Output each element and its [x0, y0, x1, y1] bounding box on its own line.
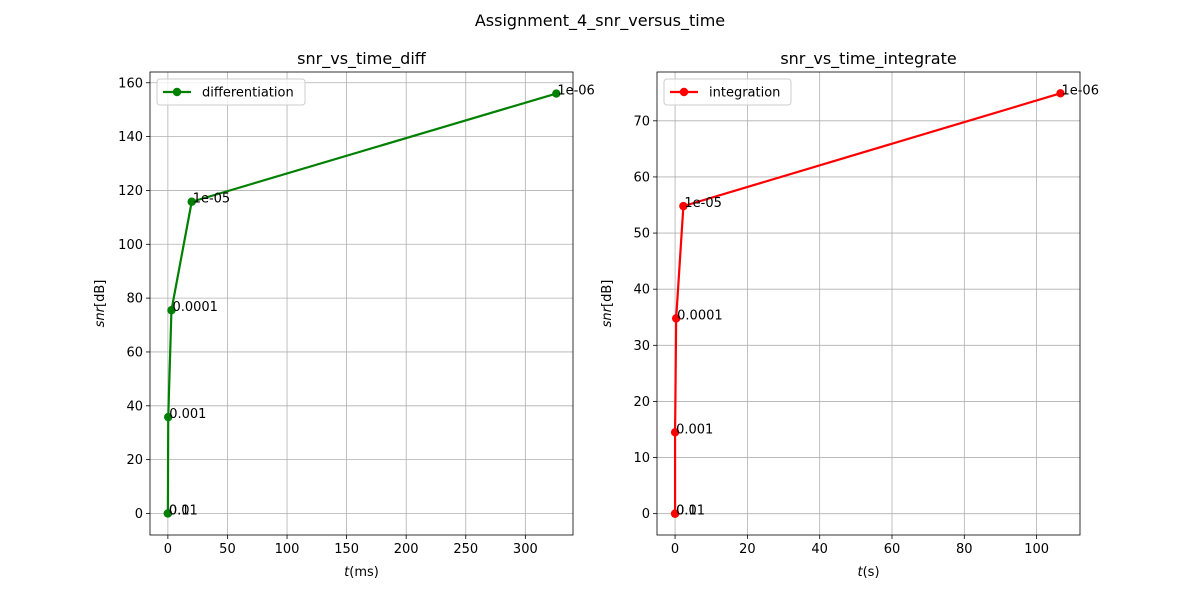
chart-title: snr_vs_time_diff: [297, 49, 427, 69]
data-annotation: 0.1: [676, 504, 697, 519]
data-annotation: 0.1: [169, 503, 190, 518]
plot-frame: [656, 71, 1081, 536]
y-tick-label: 120: [118, 184, 143, 199]
y-tick-label: 50: [633, 227, 650, 242]
chart-panel-1: snr_vs_time_diff 0 50 100 150 200 250 300 0 20 40 6…: [93, 49, 595, 580]
y-tick-label: 0: [642, 507, 650, 522]
y-tick-label: 40: [633, 283, 650, 298]
data-point: [187, 197, 196, 206]
x-tick-label: 20: [739, 542, 756, 557]
x-tick-label: 100: [275, 542, 300, 557]
x-tick-label: 250: [453, 542, 478, 557]
legend-box: [663, 78, 792, 106]
data-annotation: 0.0001: [677, 308, 723, 323]
figure-suptitle: Assignment_4_snr_versus_time: [475, 11, 725, 31]
x-tick-label: 50: [219, 542, 236, 557]
legend-label: integration: [709, 86, 780, 101]
x-tick-label: 60: [884, 542, 901, 557]
y-tick-label: 40: [126, 399, 143, 414]
chart-title: snr_vs_time_integrate: [780, 49, 956, 69]
data-annotation: 0.001: [676, 422, 713, 437]
data-point: [670, 428, 680, 437]
x-axis-label-var: t: [344, 565, 350, 580]
data-point: [164, 412, 173, 422]
x-tick-label: 40: [811, 542, 828, 557]
x-axis-label-var: t: [857, 565, 863, 580]
legend-label: differentiation: [202, 86, 294, 101]
x-tick-label: 0: [164, 542, 172, 557]
x-tick-label: 80: [956, 542, 973, 557]
data-annotation: 0.001: [169, 407, 206, 422]
x-axis-label: t(ms): [344, 565, 379, 580]
x-axis-label-unit: (s): [863, 565, 880, 580]
y-tick-label: 30: [633, 339, 650, 354]
y-tick-label: 20: [633, 395, 650, 410]
y-tick-label: 140: [118, 130, 143, 145]
x-tick-label: 150: [334, 542, 359, 557]
series-line: [166, 92, 557, 514]
data-point: [163, 509, 173, 518]
data-annotation: 1e-06: [1061, 83, 1099, 98]
y-tick-label: 100: [118, 238, 143, 253]
x-tick-label: 200: [394, 542, 419, 557]
data-point: [167, 306, 176, 315]
y-axis-label: snr[dB]: [93, 280, 108, 328]
x-axis-label-unit: (ms): [349, 565, 379, 580]
chart-panel-2: snr_vs_time_integrate 0 20 40 60 80 100 0 10 20 30…: [600, 49, 1099, 580]
data-point: [671, 314, 681, 323]
data-annotation: 0.01: [676, 504, 705, 519]
y-axis-label-unit: [dB]: [93, 280, 108, 307]
plot-frame: [149, 71, 574, 536]
y-axis-label-var: snr: [93, 305, 108, 327]
y-axis-label: snr[dB]: [600, 280, 615, 328]
data-point: [670, 509, 680, 518]
y-tick-label: 10: [633, 451, 650, 466]
y-tick-label: 60: [126, 345, 143, 360]
x-axis-label: t(s): [857, 565, 879, 580]
legend-marker: [679, 87, 689, 97]
data-point: [552, 89, 561, 98]
y-tick-label: 60: [633, 170, 650, 185]
data-annotation: 1e-05: [193, 192, 231, 207]
legend-box: [156, 78, 306, 106]
data-annotation: 0.0001: [172, 300, 218, 315]
data-annotation: 1e-05: [684, 196, 722, 211]
y-axis-label-unit: [dB]: [600, 280, 615, 307]
y-tick-label: 20: [126, 453, 143, 468]
data-point: [1056, 89, 1065, 98]
y-axis-label-var: snr: [600, 305, 615, 327]
y-tick-label: 0: [135, 507, 143, 522]
y-tick-label: 70: [633, 114, 650, 129]
data-point: [679, 201, 688, 211]
data-annotation: 0.01: [169, 503, 198, 518]
legend-marker: [172, 87, 182, 97]
y-tick-label: 80: [126, 292, 143, 307]
y-tick-label: 160: [118, 76, 143, 91]
x-tick-label: 100: [1024, 542, 1049, 557]
data-annotation: 1e-06: [557, 84, 595, 99]
x-tick-label: 0: [671, 542, 679, 557]
x-tick-label: 300: [513, 542, 538, 557]
series-line: [673, 92, 1061, 514]
